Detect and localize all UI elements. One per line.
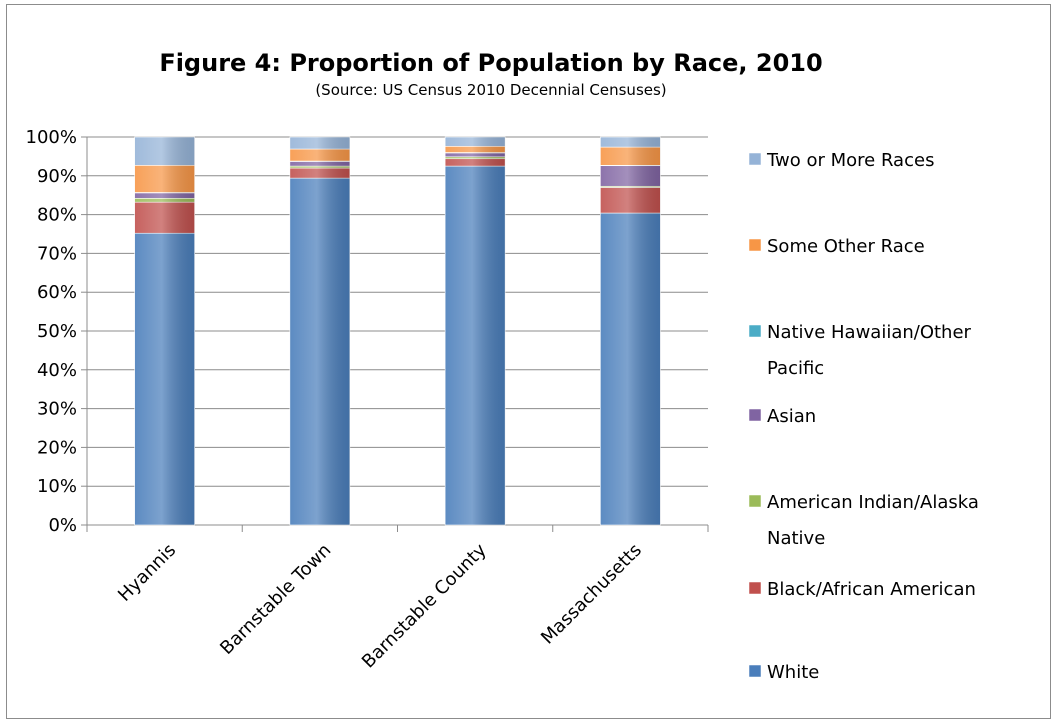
legend-item-native-hawaiian-other-pacific: Native Hawaiian/Other Pacific (749, 322, 972, 379)
legend-label: Two or More Races (766, 150, 934, 171)
legend: Two or More Races Some Other Race Native H… (749, 150, 979, 683)
stacked-bar-chart: Figure 4: Proportion of Population by Ra… (7, 5, 1052, 720)
legend-label: Black/African American (767, 579, 976, 600)
bar-shading (445, 137, 505, 525)
x-tick-label: Barnstable County (358, 539, 491, 672)
legend-swatch (749, 153, 761, 165)
legend-item-american-indian-alaska-native: American Indian/Alaska Native (749, 492, 979, 549)
x-tick-label: Hyannis (114, 540, 180, 606)
y-tick-label: 90% (37, 166, 77, 187)
y-tick-label: 80% (37, 205, 77, 226)
x-tick-label: Barnstable Town (216, 540, 335, 659)
legend-swatch (749, 409, 761, 421)
legend-item-black-african-american: Black/African American (749, 579, 976, 600)
legend-swatch (749, 582, 761, 594)
y-tick-label: 50% (37, 321, 77, 342)
bar-stack-barnstable-county (445, 137, 505, 525)
legend-label: Some Other Race (767, 236, 925, 257)
bar-stack-hyannis (135, 137, 195, 525)
chart-frame: Figure 4: Proportion of Population by Ra… (6, 4, 1051, 719)
y-tick-label: 100% (26, 127, 77, 148)
legend-label: Native Hawaiian/Other (767, 322, 972, 343)
y-tick-label: 70% (37, 243, 77, 264)
legend-item-asian: Asian (749, 406, 816, 427)
legend-item-some-other-race: Some Other Race (749, 236, 925, 257)
chart-subtitle: (Source: US Census 2010 Decennial Census… (315, 81, 666, 99)
bar-shading (135, 137, 195, 525)
legend-label: Native (767, 528, 825, 549)
legend-swatch (749, 325, 761, 337)
legend-label: Asian (767, 406, 816, 427)
bar-shading (600, 137, 660, 525)
chart-title: Figure 4: Proportion of Population by Ra… (159, 49, 822, 77)
legend-swatch (749, 495, 761, 507)
legend-item-two-or-more-races: Two or More Races (749, 150, 934, 171)
bar-shading (290, 137, 350, 525)
legend-label: White (767, 662, 819, 683)
bar-stack-barnstable-town (290, 137, 350, 525)
y-tick-label: 0% (48, 515, 77, 536)
legend-label: Pacific (767, 358, 824, 379)
y-tick-label: 20% (37, 437, 77, 458)
x-tick-label: Massachusetts (537, 540, 646, 649)
y-tick-label: 60% (37, 282, 77, 303)
y-tick-label: 40% (37, 360, 77, 381)
legend-label: American Indian/Alaska (767, 492, 979, 513)
bar-stack-massachusetts (600, 137, 660, 525)
legend-item-white: White (749, 662, 819, 683)
y-tick-label: 30% (37, 399, 77, 420)
legend-swatch (749, 665, 761, 677)
y-tick-label: 10% (37, 476, 77, 497)
legend-swatch (749, 239, 761, 251)
